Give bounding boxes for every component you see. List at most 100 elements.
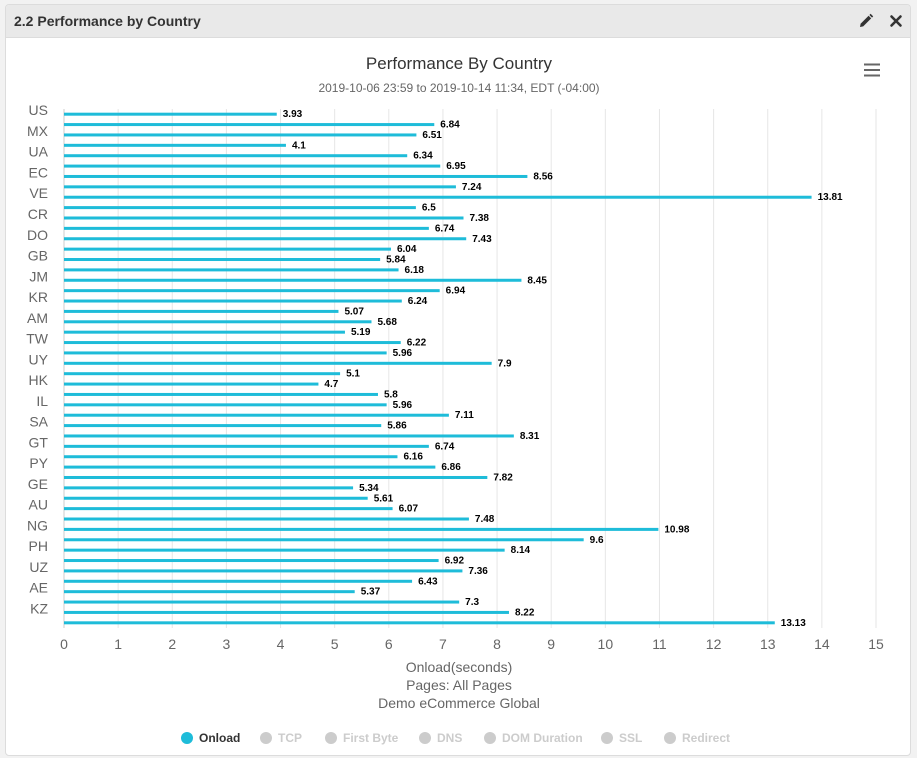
bar [64,247,391,251]
panel-header: 2.2 Performance by Country [6,5,910,38]
bar-data-label: 5.07 [344,306,364,317]
y-category-label: HK [29,372,49,388]
y-category-label: SA [29,414,48,430]
legend-dot [484,732,496,744]
legend-label: DNS [437,731,463,745]
close-icon[interactable] [885,10,907,32]
bar [64,444,429,448]
bar [64,486,354,490]
y-category-label: KR [29,289,48,305]
pencil-icon[interactable] [855,10,877,32]
legend-dot [601,732,613,744]
bar-data-label: 6.16 [403,452,423,463]
bar [64,392,378,396]
bar-data-label: 7.48 [475,514,495,525]
x-tick-label: 12 [706,636,722,652]
bar-data-label: 7.38 [470,213,490,224]
x-axis-pages-label: Pages: All Pages [406,677,512,693]
bar-data-label: 7.43 [472,234,492,245]
bar-data-label: 5.96 [393,400,413,411]
bar [64,154,408,158]
bar [64,206,416,210]
bar [64,559,439,563]
bar-data-label: 6.22 [407,338,427,349]
bar [64,237,467,241]
bar [64,403,387,407]
bar-data-label: 6.5 [422,203,436,214]
bar [64,143,286,147]
y-category-label: DO [27,227,48,243]
y-category-label: AU [29,497,48,513]
y-category-label: JM [29,268,48,284]
x-tick-label: 4 [277,636,285,652]
legend-dot [419,732,431,744]
bar-data-label: 7.24 [462,182,482,193]
x-axis-title: Onload(seconds) [405,659,513,675]
x-tick-label: 0 [60,636,68,652]
bar-data-label: 5.84 [386,255,406,266]
y-category-label: GB [28,248,48,264]
bar [64,517,469,521]
x-axis-site-label: Demo eCommerce Global [378,695,540,711]
bar-data-label: 6.86 [441,462,461,473]
bar-data-label: 8.31 [520,431,540,442]
y-category-label: EC [29,164,48,180]
y-category-label: AM [27,310,48,326]
bar-data-label: 8.22 [515,607,535,618]
bar [64,216,464,220]
bar [64,361,492,365]
bar-data-label: 7.9 [498,358,512,369]
y-category-label: AE [29,580,48,596]
bar-data-label: 6.94 [446,286,466,297]
hamburger-menu-icon[interactable] [861,59,883,81]
bar [64,434,514,438]
bar-data-label: 6.34 [413,151,433,162]
legend-dot [260,732,272,744]
y-category-label: US [29,102,48,118]
bar [64,195,812,199]
bar-data-label: 6.74 [435,223,455,234]
x-tick-label: 13 [760,636,776,652]
bar-data-label: 8.45 [527,275,547,286]
legend-label: First Byte [343,731,399,745]
y-category-label: GE [28,476,48,492]
legend-dot [325,732,337,744]
legend-dot [181,732,193,744]
bar [64,527,659,531]
bar [64,351,387,355]
x-tick-label: 8 [493,636,501,652]
bar-data-label: 5.37 [361,587,381,598]
bar-data-label: 7.3 [465,597,479,608]
y-category-label: VE [29,185,48,201]
bar [64,174,528,178]
bar [64,538,584,542]
bar [64,382,319,386]
bar [64,226,429,230]
bar-data-label: 9.6 [590,535,604,546]
x-tick-label: 10 [598,636,614,652]
bar [64,507,393,511]
bar [64,299,402,303]
bar-data-label: 5.8 [384,389,398,400]
legend-dot [664,732,676,744]
y-category-label: IL [36,393,48,409]
bar-data-label: 7.36 [468,566,488,577]
bar-data-label: 5.1 [346,369,360,380]
bar [64,465,436,469]
bar-data-label: 5.86 [387,421,407,432]
bar-data-label: 6.04 [397,244,417,255]
chart-title: Performance By Country [365,54,553,73]
bar-data-label: 6.07 [399,504,419,515]
bar-data-label: 5.96 [393,348,413,359]
legend-label: Onload [199,731,241,745]
bar [64,610,509,614]
bar-data-label: 6.92 [445,556,465,567]
x-tick-label: 6 [385,636,393,652]
x-tick-label: 5 [331,636,339,652]
bar-data-label: 5.68 [377,317,397,328]
bar-data-label: 6.84 [440,120,460,131]
bar [64,289,440,293]
dashboard-panel: 2.2 Performance by Country Performance B… [5,4,911,756]
bar-data-label: 7.82 [493,472,513,483]
bar [64,569,463,573]
